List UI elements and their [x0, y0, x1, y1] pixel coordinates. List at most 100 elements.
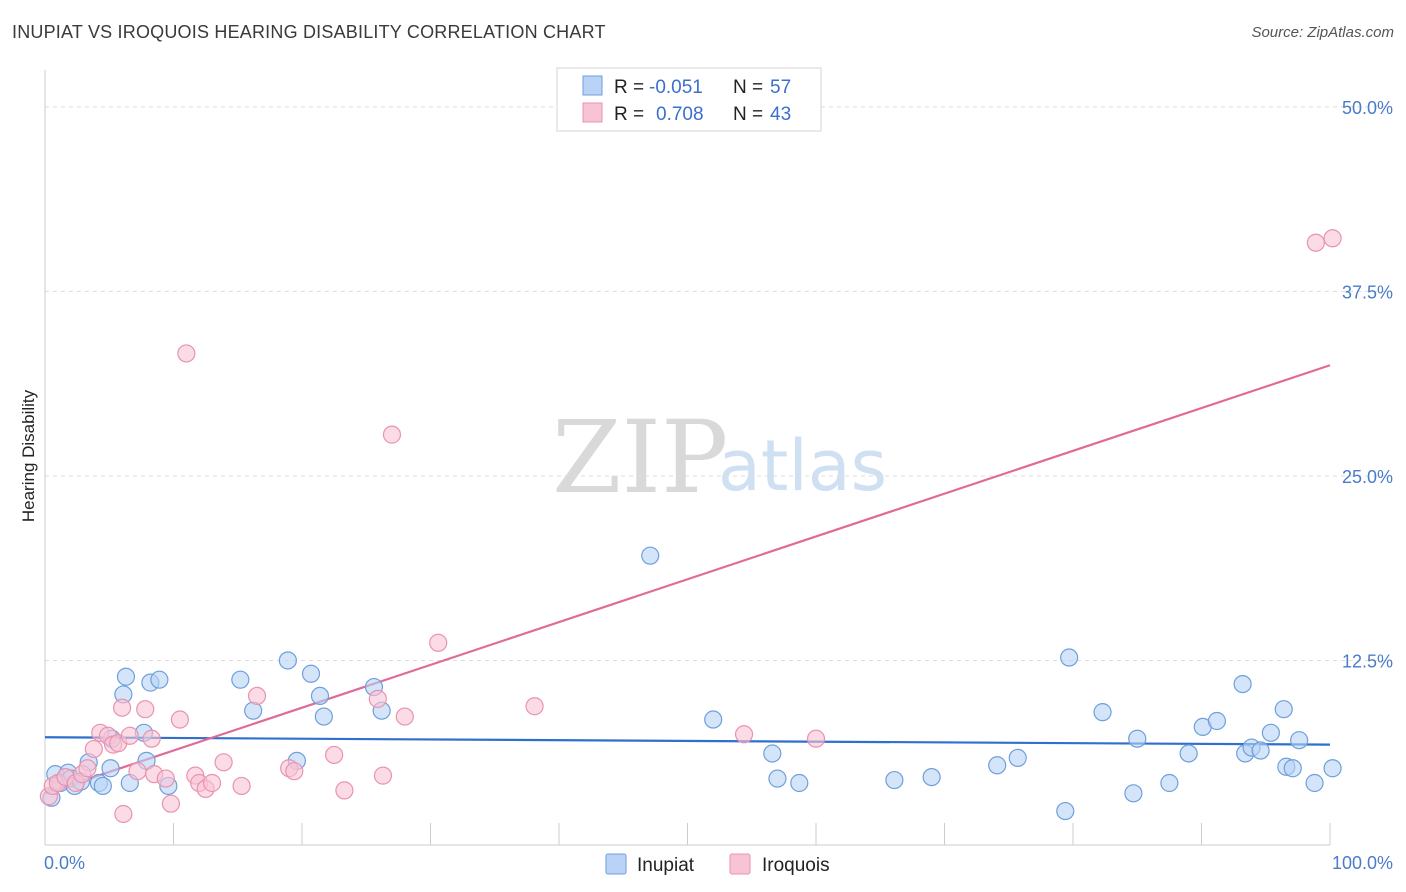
point-inupiat-39	[1060, 648, 1079, 667]
point-iroquois-13	[114, 804, 133, 824]
series-legend-swatch-inupiat	[605, 853, 627, 875]
point-inupiat-41	[1124, 784, 1143, 803]
point-inupiat-29	[641, 546, 660, 565]
legend-r-value-inupiat: -0.051	[649, 77, 703, 98]
point-iroquois-26	[202, 773, 222, 793]
point-inupiat-44	[1179, 744, 1198, 763]
point-inupiat-52	[1274, 700, 1293, 719]
point-iroquois-6	[78, 759, 97, 778]
point-iroquois-16	[136, 700, 155, 719]
legend-n-value-iroquois: 43	[770, 104, 791, 125]
watermark-zip: ZIP	[552, 399, 728, 516]
watermark-atlas: atlas	[718, 425, 887, 507]
y-tick-label-1: 25.0%	[1342, 467, 1393, 487]
point-inupiat-26	[314, 707, 333, 726]
point-iroquois-37	[395, 707, 414, 726]
point-inupiat-47	[1233, 674, 1252, 694]
point-iroquois-27	[214, 753, 233, 772]
point-iroquois-38	[429, 633, 448, 652]
y-tick-labels: 12.5% 25.0% 37.5% 50.0%	[1342, 98, 1393, 672]
point-inupiat-34	[885, 770, 904, 790]
x-tick-label-0: 0.0%	[44, 853, 85, 873]
series-legend: Inupiat Iroquois	[605, 853, 830, 876]
point-inupiat-18	[150, 670, 169, 689]
point-inupiat-9	[93, 776, 112, 796]
point-inupiat-38	[1056, 801, 1075, 821]
x-tick-label-1: 100.0%	[1332, 853, 1393, 873]
y-tick-label-3: 50.0%	[1342, 98, 1393, 118]
point-inupiat-24	[301, 664, 321, 683]
point-iroquois-21	[170, 710, 190, 729]
point-inupiat-33	[790, 773, 809, 793]
point-inupiat-30	[704, 710, 723, 729]
legend-swatch-inupiat	[582, 75, 603, 96]
point-iroquois-40	[734, 725, 754, 744]
point-iroquois-36	[382, 425, 402, 444]
point-inupiat-51	[1261, 723, 1280, 742]
trend-lines	[44, 364, 1331, 795]
series-legend-swatch-iroquois	[729, 853, 751, 875]
legend-n-value-inupiat: 57	[770, 77, 791, 98]
point-inupiat-35	[922, 767, 941, 787]
point-iroquois-12	[112, 698, 132, 717]
point-iroquois-7	[84, 739, 103, 759]
series-legend-label-iroquois: Iroquois	[762, 855, 830, 876]
point-iroquois-22	[177, 344, 196, 363]
point-iroquois-28	[232, 776, 251, 796]
x-tick-labels: 0.0% 100.0%	[44, 853, 1393, 873]
point-iroquois-42	[1306, 233, 1325, 252]
chart-title: INUPIAT VS IROQUOIS HEARING DISABILITY C…	[12, 22, 606, 42]
point-inupiat-22	[278, 651, 297, 670]
point-inupiat-36	[988, 756, 1007, 775]
point-inupiat-43	[1160, 773, 1179, 793]
legend-swatch-iroquois	[582, 102, 603, 123]
point-iroquois-43	[1323, 229, 1342, 248]
watermark: ZIP atlas	[552, 399, 887, 516]
point-iroquois-32	[325, 745, 344, 765]
point-iroquois-19	[156, 769, 175, 788]
point-inupiat-31	[763, 744, 782, 763]
point-iroquois-31	[285, 762, 304, 781]
point-inupiat-54	[1283, 759, 1302, 778]
point-inupiat-57	[1323, 759, 1342, 778]
point-iroquois-17	[142, 729, 161, 748]
point-inupiat-50	[1251, 741, 1270, 760]
point-inupiat-46	[1207, 711, 1227, 731]
point-inupiat-42	[1128, 729, 1147, 748]
point-iroquois-29	[247, 686, 267, 706]
data-points	[39, 229, 1342, 824]
trend-line-inupiat	[44, 736, 1331, 746]
point-iroquois-35	[373, 766, 393, 785]
legend: R = -0.051 N = 57 R = 0.708 N = 43	[556, 67, 822, 132]
y-axis-label: Hearing Disability	[19, 389, 38, 522]
point-iroquois-20	[161, 794, 181, 813]
gridlines	[45, 106, 1392, 661]
point-iroquois-41	[806, 729, 826, 748]
axes	[44, 70, 1331, 846]
legend-r-label-iroquois: R =	[614, 104, 644, 125]
legend-n-label-inupiat: N =	[733, 77, 763, 98]
legend-r-label-inupiat: R =	[614, 77, 644, 98]
point-iroquois-39	[525, 697, 544, 716]
point-inupiat-13	[116, 667, 136, 686]
point-iroquois-15	[128, 762, 147, 781]
y-tick-label-0: 12.5%	[1342, 651, 1393, 671]
point-inupiat-20	[231, 670, 250, 689]
point-inupiat-37	[1008, 748, 1027, 768]
point-inupiat-40	[1093, 703, 1112, 722]
source-credit: Source: ZipAtlas.com	[1251, 24, 1394, 41]
series-legend-label-inupiat: Inupiat	[637, 855, 695, 876]
point-iroquois-14	[120, 726, 139, 745]
point-iroquois-34	[368, 689, 387, 708]
legend-r-value-iroquois: 0.708	[656, 104, 704, 125]
point-iroquois-33	[335, 781, 354, 800]
y-tick-label-2: 37.5%	[1342, 282, 1393, 302]
trend-line-iroquois	[44, 364, 1331, 795]
point-inupiat-55	[1290, 731, 1309, 750]
legend-n-label-iroquois: N =	[733, 104, 763, 125]
point-inupiat-25	[310, 686, 330, 706]
point-inupiat-32	[768, 769, 787, 788]
point-inupiat-56	[1305, 773, 1324, 793]
point-inupiat-11	[101, 759, 120, 778]
